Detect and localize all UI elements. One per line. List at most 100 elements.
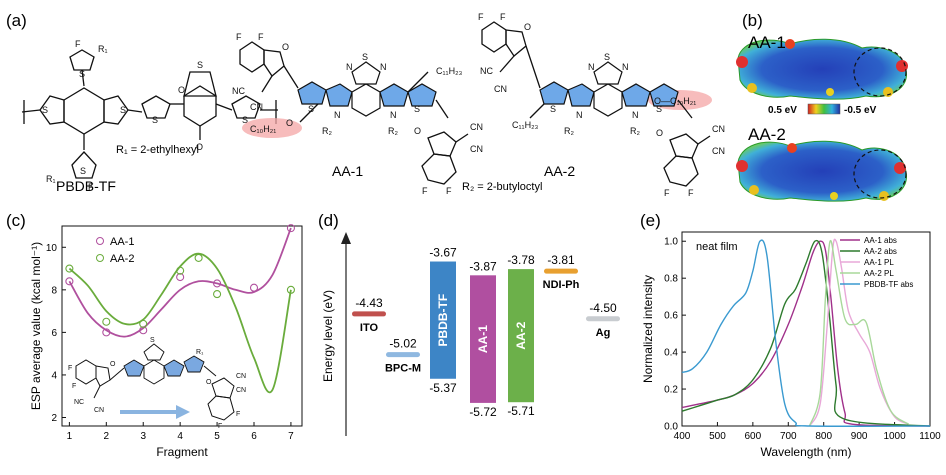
y-tick-label: 0.2 — [664, 385, 678, 396]
aa2-ic-benzene-left — [481, 21, 507, 53]
y-tick-label: 0.4 — [664, 348, 678, 359]
esp-hotspot — [830, 192, 838, 200]
atom-label: S — [656, 104, 662, 114]
aa2-ic-five-ring-right — [669, 133, 699, 159]
point-aa-2 — [194, 253, 203, 262]
bar-bottom-value-pbdb-tf: -5.37 — [429, 381, 457, 395]
atom-label: O — [178, 85, 185, 95]
bond — [499, 55, 515, 73]
atom-label: S — [80, 166, 86, 176]
atom-label: F — [68, 365, 72, 372]
panel-c-curves — [68, 227, 292, 394]
bar-pbdb-tf — [430, 261, 456, 379]
x-tick-label: 6 — [251, 431, 257, 442]
atom-label: NC — [232, 86, 245, 96]
bond — [299, 103, 319, 123]
bond — [407, 71, 429, 93]
atom-label: O—C₁₀H₂₁ — [654, 96, 696, 106]
atom-label: S — [150, 337, 155, 344]
pbdb-tf-label: PBDB-TF — [56, 178, 116, 194]
legend-label: AA-2 PL — [864, 269, 894, 278]
esp-scale-gradient — [807, 103, 841, 115]
inset-ring — [163, 359, 185, 377]
panel-a-letter: (a) — [6, 11, 27, 30]
x-tick-label: 1000 — [883, 431, 906, 442]
aa1-thieno-2 — [325, 83, 353, 107]
atom-label: R₁ — [46, 174, 56, 184]
legend-marker-aa2 — [96, 254, 104, 262]
aa1-label: AA-1 — [332, 163, 363, 179]
atom-label: R₂ — [564, 126, 574, 136]
atom-label: C₁₁H₂₃ — [436, 66, 463, 76]
bar-aa-2 — [508, 269, 534, 403]
r1-note: R₁ = 2-ethylhexyl — [116, 144, 199, 156]
legend-label: PBDB-TF abs — [864, 280, 913, 289]
atom-label: N — [632, 110, 639, 120]
bond — [203, 365, 217, 377]
panel-b-letter: (b) — [742, 11, 763, 30]
atom-label: NC — [480, 66, 493, 76]
inset-ring — [123, 359, 145, 377]
point-aa-1 — [139, 326, 148, 335]
bar-name-pbdb-tf: PBDB-TF — [436, 294, 450, 347]
y-tick-label: 1.0 — [664, 237, 678, 248]
atom-label: CN — [712, 146, 725, 156]
atom-label: O — [414, 126, 421, 136]
aa2-thieno-1 — [539, 81, 569, 105]
atom-label: O — [524, 22, 531, 32]
panel-b: (b) AA-1 0.5 eV -0.5 eV AA-2 — [736, 11, 908, 202]
panel-e-legend: AA-1 abs AA-2 abs AA-1 PL AA-2 PL PBDB-TF ab… — [840, 236, 913, 289]
atom-label: CN — [250, 102, 263, 112]
atom-label: F — [218, 423, 222, 430]
panel-e-ylabel: Normalized intensity — [641, 275, 655, 383]
line-aa-2-abs — [681, 239, 931, 427]
aa1-ic-five-ring-left — [263, 49, 285, 77]
atom-label: R₁ — [196, 349, 204, 356]
bond — [127, 109, 143, 113]
level-name-ag: Ag — [596, 327, 611, 339]
esp-hotspot — [749, 185, 759, 195]
esp-hotspot — [747, 83, 757, 93]
esp-hotspot — [879, 191, 889, 201]
aa1-ic-five-ring-right — [427, 131, 457, 157]
esp-hotspot — [896, 60, 908, 72]
atom-label: F — [422, 186, 428, 196]
aa2-label: AA-2 — [544, 163, 575, 179]
aa1-thiadiazole — [351, 61, 381, 85]
panel-e-ticks: 400 500 600 700 800 900 1000 1100 0.0 0.2 0.4 0.6 0.… — [664, 237, 941, 442]
level-name-ito: ITO — [360, 322, 379, 334]
esp-hotspot — [883, 87, 893, 97]
x-tick-label: 4 — [177, 431, 183, 442]
aa2-thiadiazole — [593, 61, 623, 85]
inset-ring — [207, 395, 235, 421]
atom-label: S — [362, 52, 368, 62]
aa1-ic-benzene-right — [421, 153, 457, 185]
x-tick-label: 5 — [214, 431, 220, 442]
atom-label: R₂ — [322, 126, 332, 136]
point-aa-1 — [102, 328, 111, 337]
y-tick-label: 10 — [46, 243, 58, 254]
point-aa-1 — [176, 273, 185, 282]
atom-label: F — [72, 383, 76, 390]
atom-label: CN — [94, 407, 104, 414]
legend-label-aa2: AA-2 — [110, 253, 134, 265]
x-tick-label: 900 — [851, 431, 868, 442]
bdt-core — [63, 87, 105, 135]
atom-label: O — [206, 379, 212, 386]
aa1-ic-benzene-left — [239, 41, 265, 73]
atom-label: C₁₁H₂₃ — [512, 120, 539, 130]
bar-top-value-aa-2: -3.78 — [507, 253, 535, 267]
level-name-bpc-m: BPC-M — [385, 363, 421, 375]
atom-label: F — [500, 12, 506, 22]
esp-hotspot — [787, 143, 797, 153]
inset-ring — [95, 365, 111, 387]
esp-map-aa2: AA-2 — [736, 125, 907, 202]
x-tick-label: 3 — [140, 431, 146, 442]
aa2-benzo-core — [593, 83, 623, 117]
panel-c-letter: (c) — [6, 211, 26, 230]
bar-name-aa-1: AA-1 — [476, 325, 490, 353]
atom-label: N — [346, 62, 353, 72]
aa2-ic-benzene-right — [663, 155, 699, 187]
esp-hotspot — [826, 88, 834, 96]
